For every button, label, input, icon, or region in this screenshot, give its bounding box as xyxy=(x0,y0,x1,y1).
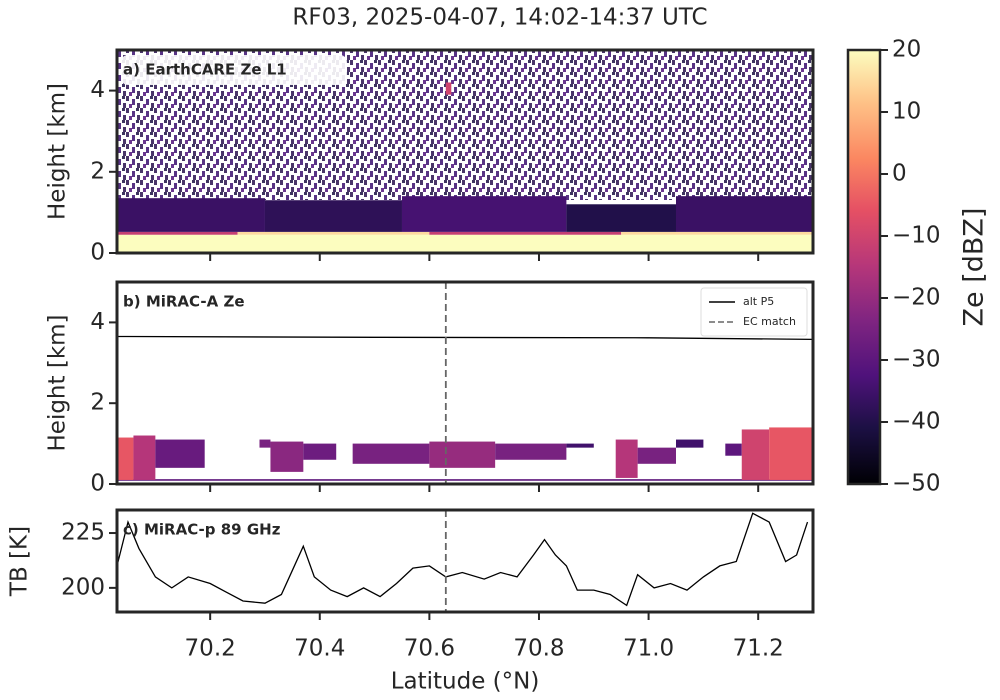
panel-frame xyxy=(115,280,815,486)
reflectivity-cell xyxy=(637,447,676,464)
reflectivity-cell xyxy=(264,200,402,232)
reflectivity-cell xyxy=(769,427,813,480)
reflectivity-cell xyxy=(303,443,337,460)
reflectivity-cell xyxy=(445,82,452,95)
colorbar-label: Ze [dBZ] xyxy=(959,208,990,327)
y-tick-label: 0 xyxy=(90,471,105,497)
legend-label: EC match xyxy=(743,315,796,328)
reflectivity-cell xyxy=(429,441,496,468)
data-line xyxy=(117,512,809,607)
reflectivity-cell xyxy=(725,443,742,456)
x-tick-label: 70.2 xyxy=(185,636,236,662)
figure-title: RF03, 2025-04-07, 14:02-14:37 UTC xyxy=(292,5,707,31)
x-axis-label: Latitude (°N) xyxy=(391,669,540,695)
x-tick-label: 70.4 xyxy=(294,636,345,662)
x-tick-label: 70.6 xyxy=(404,636,455,662)
y-tick-label: 0 xyxy=(90,240,105,266)
reflectivity-cell xyxy=(566,443,594,448)
reflectivity-cell xyxy=(117,198,265,232)
reflectivity-cell xyxy=(352,443,430,464)
colorbar-tick-label: 10 xyxy=(892,99,921,125)
panel-frame xyxy=(115,508,815,614)
plot-area xyxy=(117,82,813,253)
y-axis-label: TB [K] xyxy=(7,526,33,597)
x-tick-label: 71.2 xyxy=(733,636,784,662)
reflectivity-cell xyxy=(741,429,770,480)
x-tick-label: 71.0 xyxy=(623,636,674,662)
reflectivity-cell xyxy=(259,439,271,448)
reflectivity-cell xyxy=(270,441,304,472)
reflectivity-cell xyxy=(495,443,567,460)
reflectivity-cell xyxy=(155,439,205,468)
colorbar-tick-label: 20 xyxy=(892,37,921,63)
legend-box xyxy=(700,287,808,337)
y-axis-label: Height [km] xyxy=(45,83,71,220)
x-tick-label: 70.8 xyxy=(513,636,564,662)
y-tick-label: 225 xyxy=(61,520,105,546)
label-box xyxy=(121,55,347,85)
y-tick-label: 4 xyxy=(90,77,105,103)
panel-label: c) MiRAC-p 89 GHz xyxy=(123,521,281,539)
reflectivity-cell xyxy=(117,234,813,253)
reflectivity-cell xyxy=(429,231,622,235)
panel-label: b) MiRAC-A Ze xyxy=(123,293,245,311)
reflectivity-cell xyxy=(117,479,813,481)
y-tick-label: 200 xyxy=(61,574,105,600)
reflectivity-cell xyxy=(237,231,430,235)
y-tick-label: 4 xyxy=(90,309,105,335)
colorbar-tick-label: −10 xyxy=(892,223,941,249)
colorbar-tick-label: −30 xyxy=(892,347,941,373)
reflectivity-cell xyxy=(117,231,238,235)
colorbar-tick-label: −20 xyxy=(892,285,941,311)
reflectivity-cell xyxy=(133,435,156,480)
plot-area xyxy=(117,282,813,484)
plot-area xyxy=(117,510,809,612)
colorbar xyxy=(846,48,882,486)
reflectivity-cell xyxy=(621,231,813,235)
colorbar-tick-label: 0 xyxy=(892,161,907,187)
legend-label: alt P5 xyxy=(743,295,774,308)
colorbar-tick-label: −40 xyxy=(892,409,941,435)
y-axis-label: Height [km] xyxy=(45,314,71,451)
y-tick-label: 2 xyxy=(90,390,105,416)
reflectivity-cell xyxy=(117,437,134,480)
reflectivity-cell xyxy=(401,196,567,232)
data-line xyxy=(117,335,813,341)
reflectivity-cell xyxy=(675,439,704,448)
y-tick-label: 2 xyxy=(90,158,105,184)
panel-label: a) EarthCARE Ze L1 xyxy=(123,61,287,79)
reflectivity-cell xyxy=(615,439,638,478)
reflectivity-cell xyxy=(566,204,676,232)
panel-frame xyxy=(115,48,815,255)
reflectivity-cell xyxy=(675,196,813,232)
colorbar-tick-label: −50 xyxy=(892,471,941,497)
